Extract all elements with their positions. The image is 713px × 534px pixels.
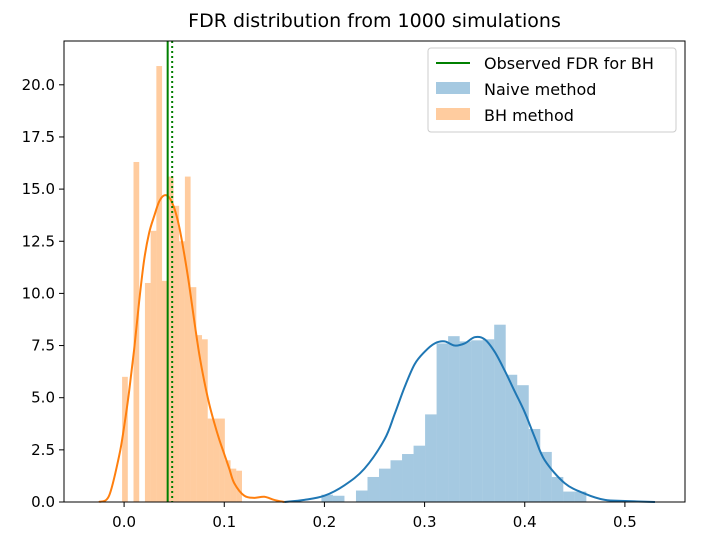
- naive-method-kde-line: [284, 335, 655, 503]
- bh-method-bar: [184, 176, 191, 502]
- x-tick-label: 0.0: [112, 513, 136, 531]
- naive-method-bar: [379, 468, 391, 502]
- naive-method-bar: [448, 336, 460, 502]
- naive-method-bar: [574, 491, 587, 502]
- reference-lines: [166, 41, 174, 502]
- legend: Observed FDR for BH Naive method BH meth…: [427, 47, 677, 133]
- chart-title: FDR distribution from 1000 simulations: [188, 10, 561, 32]
- x-tick-label: 0.5: [613, 513, 637, 531]
- bh-method-bar: [162, 280, 168, 502]
- naive-method-bar: [551, 476, 564, 502]
- naive-method-bar: [482, 339, 495, 502]
- naive-method-bar: [540, 451, 552, 502]
- x-tick-label: 0.2: [312, 513, 336, 531]
- bh-method-bar: [230, 468, 237, 502]
- bh-method-bar: [190, 287, 197, 502]
- naive-method-bar: [425, 414, 437, 502]
- naive-method-bar: [459, 341, 472, 502]
- legend-naive-label: Naive method: [484, 80, 596, 99]
- naive-method-bar: [355, 490, 368, 502]
- y-tick-label: 15.0: [22, 180, 55, 198]
- bh-method-bar: [213, 418, 220, 502]
- x-tick-label: 0.1: [212, 513, 236, 531]
- bh-method-bar: [150, 230, 157, 502]
- legend-box: [427, 47, 677, 133]
- y-tick-label: 5.0: [31, 389, 55, 407]
- naive-method-bar: [367, 476, 380, 502]
- y-tick-label: 0.0: [31, 493, 55, 511]
- legend-naive-swatch: [436, 82, 470, 94]
- bh-method-bar: [196, 335, 203, 502]
- naive-method-bar: [505, 374, 518, 502]
- y-tick-label: 17.5: [22, 128, 55, 146]
- naive-method-bar: [402, 454, 414, 502]
- legend-bh-swatch: [436, 108, 470, 120]
- bh-method-bar: [156, 66, 163, 502]
- naive-method-bar: [332, 495, 345, 502]
- axes-frame: [63, 40, 686, 503]
- x-axis: 0.0 0.1 0.2 0.3 0.4 0.5: [112, 502, 637, 531]
- kde-curves: [98, 194, 655, 503]
- naive-method-bar: [471, 340, 483, 502]
- bh-method-bar: [173, 205, 180, 502]
- y-axis: 0.0 2.5 5.0 7.5 10.0 12.5 15.0 17.5 20.0: [22, 76, 64, 511]
- x-tick-label: 0.3: [413, 513, 437, 531]
- histograms: [122, 66, 587, 502]
- y-tick-label: 7.5: [31, 337, 55, 355]
- bh-method-bar: [202, 339, 208, 502]
- bh-method-bar: [144, 282, 151, 502]
- plot-area: [63, 40, 686, 503]
- legend-bh-label: BH method: [484, 106, 574, 125]
- naive-method-bar: [321, 494, 333, 502]
- y-tick-label: 12.5: [22, 232, 55, 250]
- x-tick-label: 0.4: [513, 513, 537, 531]
- legend-observed-fdr-label: Observed FDR for BH: [484, 54, 654, 73]
- bh-method-bar: [207, 418, 214, 502]
- y-tick-label: 20.0: [22, 76, 55, 94]
- naive-method-bar: [436, 343, 449, 502]
- y-tick-label: 10.0: [22, 284, 55, 302]
- bh-method-bar: [167, 176, 174, 502]
- naive-method-bar: [517, 385, 529, 502]
- naive-method-bar: [494, 324, 506, 502]
- naive-method-bar: [413, 445, 426, 502]
- naive-method-bar: [390, 460, 403, 502]
- bh-method-bar: [122, 376, 128, 502]
- bh-method-bar: [219, 418, 225, 502]
- naive-method-bar: [563, 491, 575, 502]
- bh-method-bar: [179, 241, 185, 502]
- bh-method-bar: [224, 460, 231, 502]
- y-tick-label: 2.5: [31, 441, 55, 459]
- naive-method-bar: [528, 428, 541, 502]
- bh-method-bar: [236, 470, 242, 502]
- bh-method-kde-line: [98, 194, 285, 503]
